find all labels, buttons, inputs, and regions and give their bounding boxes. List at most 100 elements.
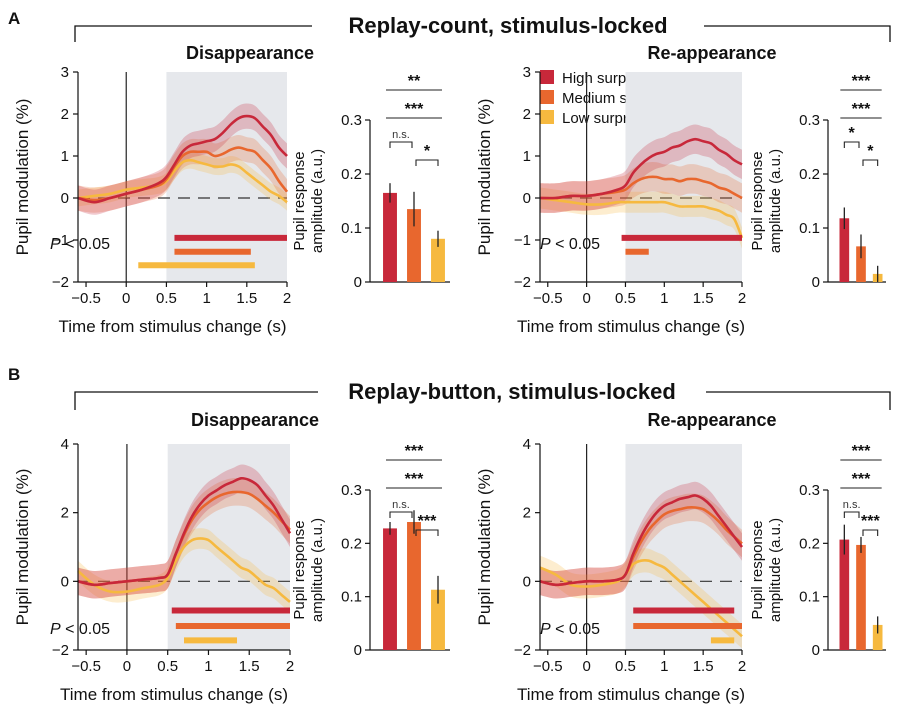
bar-inset-4: 00.10.20.3n.s.*********Pupil responseamp… bbox=[749, 443, 886, 659]
x-tick-label: 2 bbox=[738, 658, 746, 675]
comparison-bracket bbox=[415, 159, 439, 166]
bar-y-axis-label-line: amplitude (a.u.) bbox=[767, 149, 784, 253]
x-tick-label: 1.5 bbox=[693, 290, 714, 307]
y-axis-label: Pupil modulation (%) bbox=[13, 469, 32, 626]
x-tick-label: 1 bbox=[204, 658, 212, 675]
series-line-high bbox=[77, 476, 292, 587]
bar-y-tick-label: 0.2 bbox=[341, 166, 362, 183]
x-tick-label: 1 bbox=[202, 290, 210, 307]
series-line-high bbox=[539, 137, 743, 200]
comparison-label: *** bbox=[852, 443, 871, 460]
p-label-b-disappearance: P < 0.05 bbox=[50, 621, 110, 638]
series-line-high bbox=[539, 494, 744, 587]
x-axis-label: Time from stimulus change (s) bbox=[60, 685, 288, 704]
comparison-label: * bbox=[849, 125, 856, 142]
line-chart-4: −0.5 0 0.5 1 1.5 2 −2 0 2 4 Time from stimulus cha… bbox=[475, 436, 746, 704]
legend-swatch-high bbox=[540, 70, 554, 84]
series-line-low bbox=[539, 196, 744, 239]
series-line-low bbox=[77, 537, 291, 603]
comparison-label: *** bbox=[405, 443, 424, 460]
y-axis-label: Pupil modulation (%) bbox=[475, 469, 494, 626]
x-tick-label: −0.5 bbox=[71, 658, 101, 675]
bar-y-axis-label-line: Pupil response bbox=[749, 151, 766, 250]
comparison-label: *** bbox=[405, 101, 424, 118]
bar-y-axis-label: Pupil responseamplitude (a.u.) bbox=[291, 149, 326, 253]
y-axis-label: Pupil modulation (%) bbox=[475, 99, 494, 256]
subtitle-b-reappearance: Re-appearance bbox=[647, 410, 776, 430]
bar-high bbox=[839, 539, 850, 650]
y-tick-label: −1 bbox=[52, 232, 69, 249]
bar-medium bbox=[407, 522, 421, 650]
x-tick-label: 0.5 bbox=[615, 290, 636, 307]
comparison-label: *** bbox=[418, 513, 437, 530]
bar-y-axis-label-line: Pupil response bbox=[749, 520, 766, 619]
bar-y-tick-label: 0.3 bbox=[799, 482, 820, 499]
bar-high bbox=[383, 528, 397, 650]
series-line-high bbox=[77, 114, 288, 204]
comparison-bracket bbox=[862, 159, 879, 166]
bar-y-axis-label-line: amplitude (a.u.) bbox=[767, 518, 784, 622]
bar-y-axis-label-line: amplitude (a.u.) bbox=[309, 149, 326, 253]
y-tick-label: 3 bbox=[523, 64, 531, 81]
bar-y-tick-label: 0.1 bbox=[341, 589, 362, 606]
comparison-bracket bbox=[389, 141, 413, 148]
bar-y-tick-label: 0 bbox=[812, 642, 820, 659]
x-tick-label: −0.5 bbox=[71, 290, 101, 307]
analysis-window-shade bbox=[166, 72, 287, 282]
y-tick-label: 0 bbox=[61, 573, 69, 590]
x-tick-label: 1.5 bbox=[236, 290, 257, 307]
y-tick-label: 0 bbox=[523, 573, 531, 590]
group-bracket-b bbox=[74, 391, 891, 410]
y-tick-label: 2 bbox=[61, 505, 69, 522]
line-chart-1: −0.5 0 0.5 1 1.5 2 −2 −1 0 1 2 3 Time from stimulus … bbox=[13, 64, 291, 336]
comparison-label: *** bbox=[852, 471, 871, 488]
charts-layer: −0.5 0 0.5 1 1.5 2 −2 −1 0 1 2 3 Time from stimulus … bbox=[13, 64, 886, 704]
y-tick-label: −2 bbox=[52, 274, 69, 291]
subtitle-a-disappearance: Disappearance bbox=[186, 43, 314, 63]
bar-low bbox=[431, 238, 445, 282]
x-tick-label: 2 bbox=[738, 290, 746, 307]
bar-y-axis-label: Pupil responseamplitude (a.u.) bbox=[749, 518, 784, 622]
x-tick-label: 0.5 bbox=[615, 658, 636, 675]
legend-swatch-medium bbox=[540, 90, 554, 104]
comparison-bracket bbox=[862, 529, 879, 536]
y-tick-label: 3 bbox=[61, 64, 69, 81]
bar-inset-2: 00.10.20.3********Pupil responseamplitud… bbox=[749, 73, 886, 291]
y-tick-label: 2 bbox=[523, 505, 531, 522]
comparison-bracket bbox=[843, 141, 860, 148]
x-tick-label: 0 bbox=[582, 658, 590, 675]
bar-y-tick-label: 0.3 bbox=[799, 112, 820, 129]
error-band-medium bbox=[78, 478, 290, 599]
bar-medium bbox=[856, 246, 866, 282]
comparison-label: n.s. bbox=[392, 499, 410, 511]
comparison-label: * bbox=[424, 143, 431, 160]
subtitle-b-disappearance: Disappearance bbox=[191, 410, 319, 430]
error-band-low bbox=[540, 548, 742, 649]
bar-inset-1: 00.10.20.3n.s.******Pupil responseamplit… bbox=[291, 73, 450, 291]
y-tick-label: 0 bbox=[523, 190, 531, 207]
bar-y-tick-label: 0.3 bbox=[341, 482, 362, 499]
y-tick-label: 2 bbox=[61, 106, 69, 123]
x-tick-label: 1 bbox=[660, 290, 668, 307]
subtitle-a-reappearance: Re-appearance bbox=[647, 43, 776, 63]
x-tick-label: 0 bbox=[123, 658, 131, 675]
analysis-window-shade bbox=[167, 444, 290, 650]
y-tick-label: 4 bbox=[523, 436, 531, 453]
y-tick-label: 2 bbox=[523, 106, 531, 123]
bar-y-axis-label-line: Pupil response bbox=[291, 520, 308, 619]
bar-y-tick-label: 0.1 bbox=[341, 220, 362, 237]
comparison-bracket bbox=[389, 511, 413, 518]
comparison-label: * bbox=[867, 143, 874, 160]
panel-letter-a: A bbox=[8, 9, 20, 28]
error-band-medium bbox=[540, 162, 742, 213]
group-title-a: Replay-count, stimulus-locked bbox=[348, 13, 667, 38]
y-tick-label: −2 bbox=[514, 642, 531, 659]
x-tick-label: 0 bbox=[122, 290, 130, 307]
comparison-label: *** bbox=[852, 101, 871, 118]
panel-letter-b: B bbox=[8, 365, 20, 384]
bar-y-tick-label: 0 bbox=[354, 642, 362, 659]
x-axis-label: Time from stimulus change (s) bbox=[59, 317, 287, 336]
comparison-label: ** bbox=[408, 73, 421, 90]
bar-inset-3: 0 0.1 0.2 0.3 n.s. *** *** *** Pupil responseamp… bbox=[291, 443, 450, 659]
